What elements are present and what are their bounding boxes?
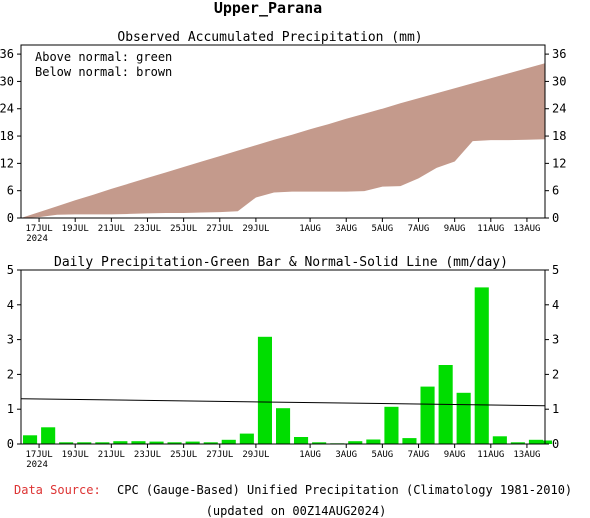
daily-plot-frame xyxy=(20,269,546,445)
daily-chart-title: Daily Precipitation-Green Bar & Normal-S… xyxy=(54,255,508,270)
x-tick-label: 25JUL xyxy=(170,450,197,460)
x-tick-label: 3AUG xyxy=(335,224,357,234)
y-tick-label-right: 0 xyxy=(552,211,559,225)
data-source-label: Data Source: xyxy=(14,483,101,497)
accumulated-chart-title: Observed Accumulated Precipitation (mm) xyxy=(117,30,422,45)
y-tick-label-right: 2 xyxy=(552,367,559,381)
daily-bar xyxy=(456,392,471,444)
daily-bar xyxy=(221,439,236,444)
y-tick-label-left: 24 xyxy=(0,102,14,116)
x-tick-label: 25JUL xyxy=(170,224,197,234)
daily-bar xyxy=(348,441,363,444)
x-tick-label: 29JUL xyxy=(242,224,269,234)
daily-bar xyxy=(474,287,489,444)
y-tick-label-right: 24 xyxy=(552,102,566,116)
y-tick-label-left: 3 xyxy=(7,333,14,347)
y-tick-label-left: 12 xyxy=(0,156,14,170)
x-tick-label: 27JUL xyxy=(206,450,233,460)
y-tick-label-right: 3 xyxy=(552,333,559,347)
daily-bar xyxy=(185,441,200,444)
x-tick-year-label: 2024 xyxy=(26,460,48,470)
daily-bar xyxy=(239,433,254,444)
below-normal-deficit-area xyxy=(21,63,545,219)
x-tick-label: 11AUG xyxy=(477,450,504,460)
daily-bar xyxy=(95,442,110,444)
daily-bar xyxy=(23,435,38,444)
daily-bar xyxy=(420,386,435,444)
x-tick-label: 5AUG xyxy=(372,450,394,460)
y-tick-label-right: 4 xyxy=(552,298,559,312)
y-tick-label-right: 1 xyxy=(552,402,559,416)
daily-bar xyxy=(510,442,525,444)
y-tick-label-right: 0 xyxy=(552,437,559,451)
y-tick-label-right: 36 xyxy=(552,47,566,61)
y-tick-label-left: 18 xyxy=(0,129,14,143)
daily-bar xyxy=(294,437,309,444)
y-tick-label-left: 36 xyxy=(0,47,14,61)
daily-bar xyxy=(203,442,218,444)
x-tick-label: 17JUL xyxy=(26,224,53,234)
daily-bar xyxy=(167,442,182,444)
y-tick-label-right: 6 xyxy=(552,184,559,198)
x-tick-label: 13AUG xyxy=(513,224,540,234)
x-tick-label: 9AUG xyxy=(444,450,466,460)
daily-bar xyxy=(312,442,327,444)
y-tick-label-left: 2 xyxy=(7,367,14,381)
y-tick-label-left: 1 xyxy=(7,402,14,416)
daily-bar xyxy=(257,336,272,444)
y-tick-label-right: 30 xyxy=(552,74,566,88)
x-tick-label: 1AUG xyxy=(299,450,321,460)
x-tick-label: 29JUL xyxy=(242,450,269,460)
x-tick-label: 27JUL xyxy=(206,224,233,234)
x-tick-label: 5AUG xyxy=(372,224,394,234)
daily-bar xyxy=(366,439,381,444)
x-tick-label: 23JUL xyxy=(134,450,161,460)
y-tick-label-right: 5 xyxy=(552,263,559,277)
x-tick-label: 1AUG xyxy=(299,224,321,234)
legend-above-normal: Above normal: green xyxy=(35,50,172,64)
x-tick-label: 19JUL xyxy=(62,224,89,234)
y-tick-label-right: 12 xyxy=(552,156,566,170)
daily-bar xyxy=(59,442,74,444)
x-tick-label: 11AUG xyxy=(477,224,504,234)
daily-bar xyxy=(384,406,399,444)
daily-bar xyxy=(276,408,291,444)
y-tick-label-left: 6 xyxy=(7,184,14,198)
updated-note: (updated on 00Z14AUG2024) xyxy=(206,504,387,518)
region-title: Upper_Parana xyxy=(214,0,322,17)
x-tick-label: 7AUG xyxy=(408,450,430,460)
x-tick-label: 9AUG xyxy=(444,224,466,234)
x-tick-label: 7AUG xyxy=(408,224,430,234)
daily-bar xyxy=(77,442,92,444)
x-tick-label: 17JUL xyxy=(26,450,53,460)
x-tick-label: 21JUL xyxy=(98,450,125,460)
x-tick-label: 13AUG xyxy=(513,450,540,460)
y-tick-label-right: 18 xyxy=(552,129,566,143)
accumulated-plot-frame xyxy=(20,44,546,219)
daily-bar xyxy=(41,427,56,444)
x-tick-label: 3AUG xyxy=(335,450,357,460)
daily-bar xyxy=(402,438,417,444)
y-tick-label-left: 0 xyxy=(7,211,14,225)
daily-bar xyxy=(131,441,146,444)
x-tick-label: 21JUL xyxy=(98,224,125,234)
data-source-text: CPC (Gauge-Based) Unified Precipitation … xyxy=(117,483,572,497)
y-tick-label-left: 4 xyxy=(7,298,14,312)
daily-bar xyxy=(528,439,543,444)
legend-below-normal: Below normal: brown xyxy=(35,65,172,79)
daily-bar xyxy=(492,436,507,444)
y-tick-label-left: 0 xyxy=(7,437,14,451)
y-tick-label-left: 30 xyxy=(0,74,14,88)
daily-bar xyxy=(113,441,128,444)
x-tick-label: 19JUL xyxy=(62,450,89,460)
x-tick-label: 23JUL xyxy=(134,224,161,234)
y-tick-label-left: 5 xyxy=(7,263,14,277)
x-tick-year-label: 2024 xyxy=(26,234,48,244)
daily-bar xyxy=(149,441,164,444)
normal-daily-line xyxy=(20,398,546,407)
